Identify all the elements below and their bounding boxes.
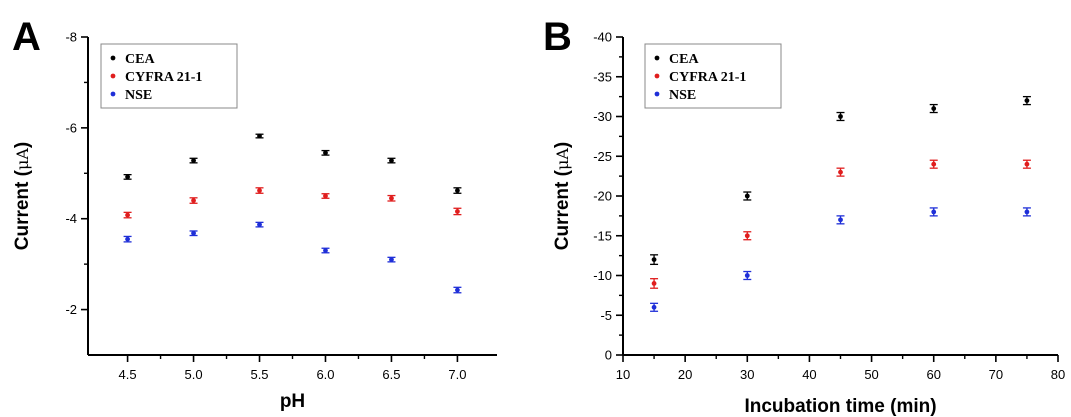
y-tick-label: -2 <box>65 302 77 317</box>
data-point <box>389 158 394 163</box>
data-point <box>931 209 937 215</box>
x-tick-label: 80 <box>1051 367 1065 382</box>
x-tick-label: 5.5 <box>250 367 268 382</box>
legend-label: CEA <box>125 52 155 67</box>
x-tick-label: 4.5 <box>119 367 137 382</box>
y-axis-title-close: ) <box>12 142 33 148</box>
x-axis-title: pH <box>280 391 305 412</box>
y-axis-title-text: Current ( <box>12 169 33 250</box>
y-tick-label: -4 <box>65 211 77 226</box>
chart-panel-b: B 10 20 30 40 50 60 70 80 0 -5 -10 -15 -20 -25 -30 -35 -4… <box>543 15 1065 417</box>
legend-label: CYFRA 21-1 <box>669 70 746 85</box>
data-point <box>191 158 196 163</box>
series-cea <box>650 95 1031 266</box>
data-point <box>257 188 262 193</box>
x-tick-label: 70 <box>989 367 1003 382</box>
legend-marker <box>110 91 116 97</box>
x-tick-label: 50 <box>864 367 878 382</box>
data-point <box>125 212 130 218</box>
y-axis-title-text: Current ( <box>552 169 573 250</box>
y-tick-label: -35 <box>593 69 612 84</box>
x-tick-label: 60 <box>926 367 940 382</box>
data-point <box>1024 98 1030 103</box>
legend-box <box>644 43 782 109</box>
data-point <box>1024 161 1030 167</box>
x-tick-label: 40 <box>802 367 816 382</box>
data-point <box>651 304 657 310</box>
data-point <box>125 174 130 180</box>
x-tick-label: 6.0 <box>316 367 334 382</box>
data-point <box>257 222 262 228</box>
legend-marker <box>110 73 116 79</box>
y-tick-label: -8 <box>65 30 77 45</box>
data-point <box>651 281 657 286</box>
chart-panel-a: A 4.5 5.0 5.5 6.0 6.5 7.0 -2 -4 -6 -8 pH Current (μA… <box>12 15 497 412</box>
series-cyfra-21-1 <box>123 187 462 219</box>
y-axis-title: Current (μA) <box>552 142 573 251</box>
data-point <box>838 114 843 119</box>
panel-letter: A <box>12 15 41 59</box>
data-point <box>838 217 843 223</box>
y-axis-title-unit: μA <box>13 148 32 170</box>
legend-marker <box>110 55 116 61</box>
legend: CEA CYFRA 21-1 NSE <box>644 43 782 109</box>
x-axis-title: Incubation time (min) <box>744 396 936 417</box>
data-point <box>389 195 394 201</box>
data-point <box>744 193 750 199</box>
data-point <box>455 287 460 293</box>
data-point <box>125 236 130 242</box>
y-tick-label: -30 <box>593 109 612 124</box>
y-tick-label: -20 <box>593 189 612 204</box>
data-point <box>191 198 196 203</box>
x-tick-label: 6.5 <box>382 367 400 382</box>
data-point <box>744 273 750 278</box>
data-point <box>931 106 937 111</box>
y-tick-label: -40 <box>593 30 612 45</box>
series-cyfra-21-1 <box>650 159 1031 289</box>
data-point <box>455 188 460 193</box>
y-axis-title: Current (μA) <box>12 142 33 251</box>
y-tick-label: -6 <box>65 120 77 135</box>
x-tick-label: 20 <box>678 367 692 382</box>
data-point <box>651 257 657 262</box>
data-point <box>389 257 394 262</box>
series-cea <box>123 133 462 194</box>
legend-marker <box>654 55 660 61</box>
data-point <box>323 193 328 199</box>
data-point <box>455 209 460 214</box>
x-tick-label: 5.0 <box>185 367 203 382</box>
data-point <box>323 248 328 253</box>
data-point <box>1024 209 1030 215</box>
x-tick-label: 30 <box>740 367 754 382</box>
data-point <box>191 230 196 236</box>
y-tick-label: -15 <box>593 228 612 243</box>
y-axis-title-unit: μA <box>553 148 572 170</box>
x-tick-label: 7.0 <box>448 367 466 382</box>
data-point <box>838 169 843 175</box>
data-point <box>931 161 937 167</box>
data-point <box>257 133 262 139</box>
x-tick-label: 10 <box>616 367 630 382</box>
y-tick-label: -5 <box>600 308 612 323</box>
series-nse <box>123 221 462 294</box>
y-tick-label: -25 <box>593 149 612 164</box>
y-tick-label: -10 <box>593 268 612 283</box>
panel-letter: B <box>543 15 572 59</box>
legend-box <box>100 43 238 109</box>
legend-label: NSE <box>125 88 152 103</box>
y-axis-title-close: ) <box>552 142 573 148</box>
data-point <box>323 150 328 156</box>
legend-label: CEA <box>669 52 699 67</box>
series-nse <box>650 207 1031 312</box>
legend-marker <box>654 91 660 97</box>
legend-label: NSE <box>669 88 696 103</box>
legend: CEA CYFRA 21-1 NSE <box>100 43 238 109</box>
y-tick-label: 0 <box>605 348 612 363</box>
legend-label: CYFRA 21-1 <box>125 70 202 85</box>
data-point <box>744 233 750 239</box>
legend-marker <box>654 73 660 79</box>
